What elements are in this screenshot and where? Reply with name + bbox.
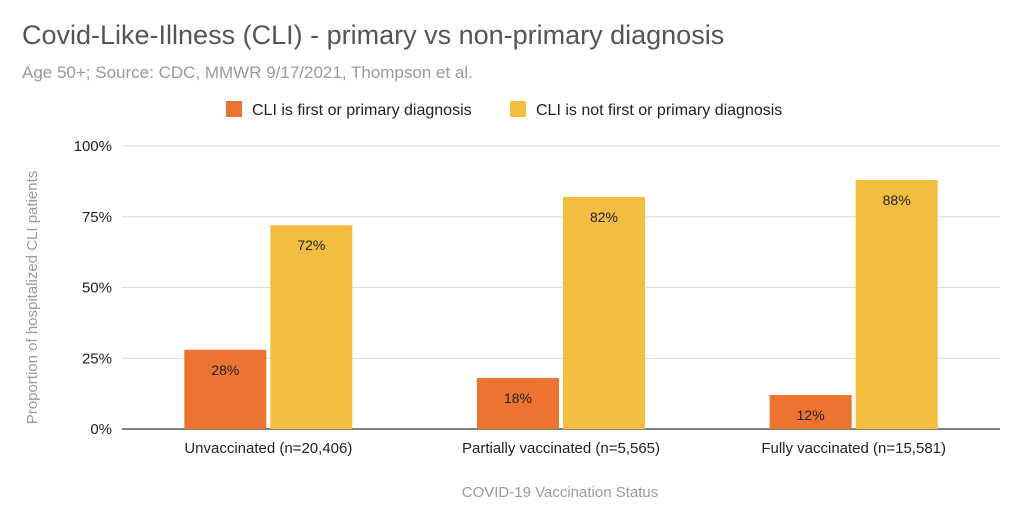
bar <box>270 225 353 429</box>
y-tick-label: 75% <box>82 209 112 226</box>
bar <box>769 395 852 429</box>
chart-title: Covid-Like-Illness (CLI) - primary vs no… <box>22 20 725 50</box>
data-label: 28% <box>211 362 239 378</box>
data-label: 18% <box>504 390 532 406</box>
data-label: 82% <box>590 209 618 225</box>
x-axis-title: COVID-19 Vaccination Status <box>462 484 658 501</box>
x-category-label: Fully vaccinated (n=15,581) <box>761 440 946 457</box>
bar <box>855 179 938 429</box>
x-category-label: Unvaccinated (n=20,406) <box>184 440 352 457</box>
bar <box>184 349 267 429</box>
bars: 28% 72% 18% 82% 12% 88% <box>184 179 938 429</box>
data-label: 88% <box>883 192 911 208</box>
data-label: 12% <box>797 407 825 423</box>
legend-label: CLI is first or primary diagnosis <box>252 102 472 119</box>
y-axis-ticks: 0% 25% 50% 75% 100% <box>74 138 112 438</box>
y-tick-label: 0% <box>90 421 112 438</box>
x-axis-categories: Unvaccinated (n=20,406) Partially vaccina… <box>184 440 946 457</box>
bar <box>563 196 645 429</box>
legend-label: CLI is not first or primary diagnosis <box>536 102 782 119</box>
legend-swatch <box>510 101 526 117</box>
legend-swatch <box>226 101 242 117</box>
bar <box>477 378 559 429</box>
y-tick-label: 25% <box>82 350 112 367</box>
gridlines <box>122 145 1000 430</box>
y-axis-title: Proportion of hospitalized CLI patients <box>24 171 41 424</box>
chart-subtitle: Age 50+; Source: CDC, MMWR 9/17/2021, Th… <box>22 63 473 82</box>
legend: CLI is first or primary diagnosis CLI is … <box>226 101 782 119</box>
x-category-label: Partially vaccinated (n=5,565) <box>462 440 660 457</box>
y-tick-label: 100% <box>74 138 112 155</box>
y-tick-label: 50% <box>82 280 112 297</box>
data-label: 72% <box>297 237 325 253</box>
